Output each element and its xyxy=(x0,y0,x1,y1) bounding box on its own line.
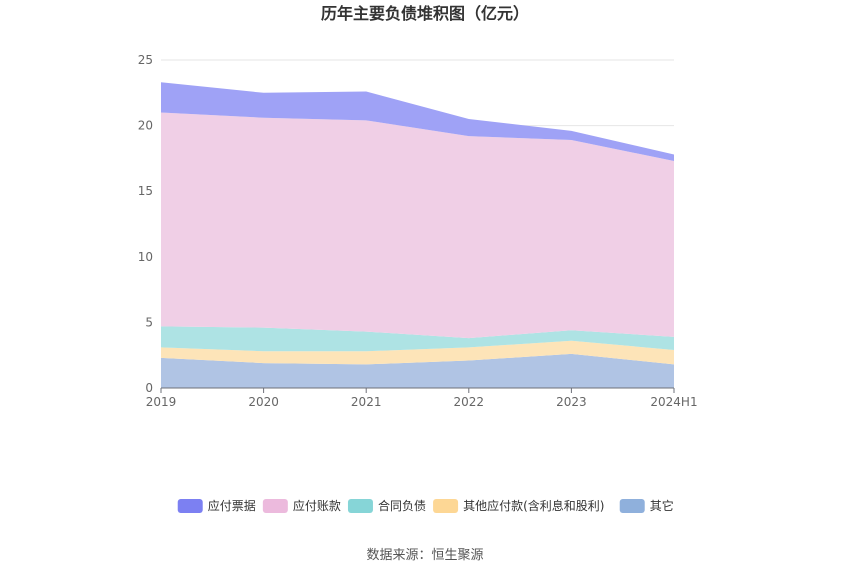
x-tick-label: 2020 xyxy=(248,395,279,409)
x-tick-label: 2023 xyxy=(556,395,587,409)
legend-label: 合同负债 xyxy=(378,498,426,513)
legend-swatch xyxy=(262,499,288,513)
legend-item[interactable]: 应付票据 xyxy=(177,498,256,513)
area-1 xyxy=(161,340,674,365)
legend-swatch xyxy=(433,499,459,513)
legend-item[interactable]: 其他应付款(含利息和股利) xyxy=(433,498,604,513)
area-0 xyxy=(161,353,674,388)
y-tick-label: 25 xyxy=(138,53,153,67)
x-tick-label: 2024H1 xyxy=(650,395,697,409)
legend-swatch xyxy=(177,499,203,513)
axes: 0 5 10 15 20 25 2019 2020 2021 2022 2023 2024H1 xyxy=(138,53,698,409)
y-tick-label: 15 xyxy=(138,184,153,198)
area-3 xyxy=(161,112,674,339)
y-tick-label: 5 xyxy=(145,315,153,329)
x-tick-label: 2022 xyxy=(454,395,485,409)
legend-swatch xyxy=(347,499,373,513)
y-tick-label: 0 xyxy=(145,381,153,395)
data-source: 数据来源：恒生聚源 xyxy=(366,548,483,563)
legend-label: 应付账款 xyxy=(293,498,341,513)
y-tick-label: 20 xyxy=(138,119,153,133)
area-series xyxy=(161,82,674,388)
y-tick-label: 10 xyxy=(138,250,153,264)
legend: 应付票据 应付账款 合同负债 其他应付款(含利息和股利) 其它 xyxy=(177,498,674,513)
legend-swatch xyxy=(619,499,645,513)
legend-item[interactable]: 其它 xyxy=(619,498,674,513)
legend-item[interactable]: 合同负债 xyxy=(347,498,426,513)
legend-label: 其他应付款(含利息和股利) xyxy=(463,498,604,513)
x-tick-label: 2019 xyxy=(146,395,177,409)
legend-label: 应付票据 xyxy=(208,498,256,513)
area-2 xyxy=(161,326,674,352)
x-tick-label: 2021 xyxy=(351,395,382,409)
legend-label: 其它 xyxy=(650,498,674,513)
chart-title: 历年主要负债堆积图（亿元） xyxy=(321,4,529,23)
legend-item[interactable]: 应付账款 xyxy=(262,498,341,513)
area-4 xyxy=(161,82,674,162)
